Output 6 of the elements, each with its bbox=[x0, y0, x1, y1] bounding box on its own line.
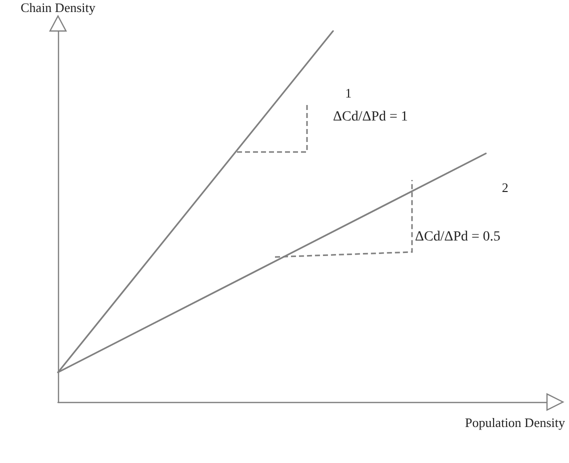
annotation: ΔCd/ΔPd = 0.5 bbox=[415, 230, 500, 244]
annotation: ΔCd/ΔPd = 1 bbox=[333, 110, 408, 124]
text: 2 bbox=[502, 180, 508, 195]
y-axis-title: Chain Density bbox=[20, 0, 96, 15]
x-axis-title: Population Density bbox=[464, 415, 566, 430]
text: 1 bbox=[345, 86, 352, 100]
